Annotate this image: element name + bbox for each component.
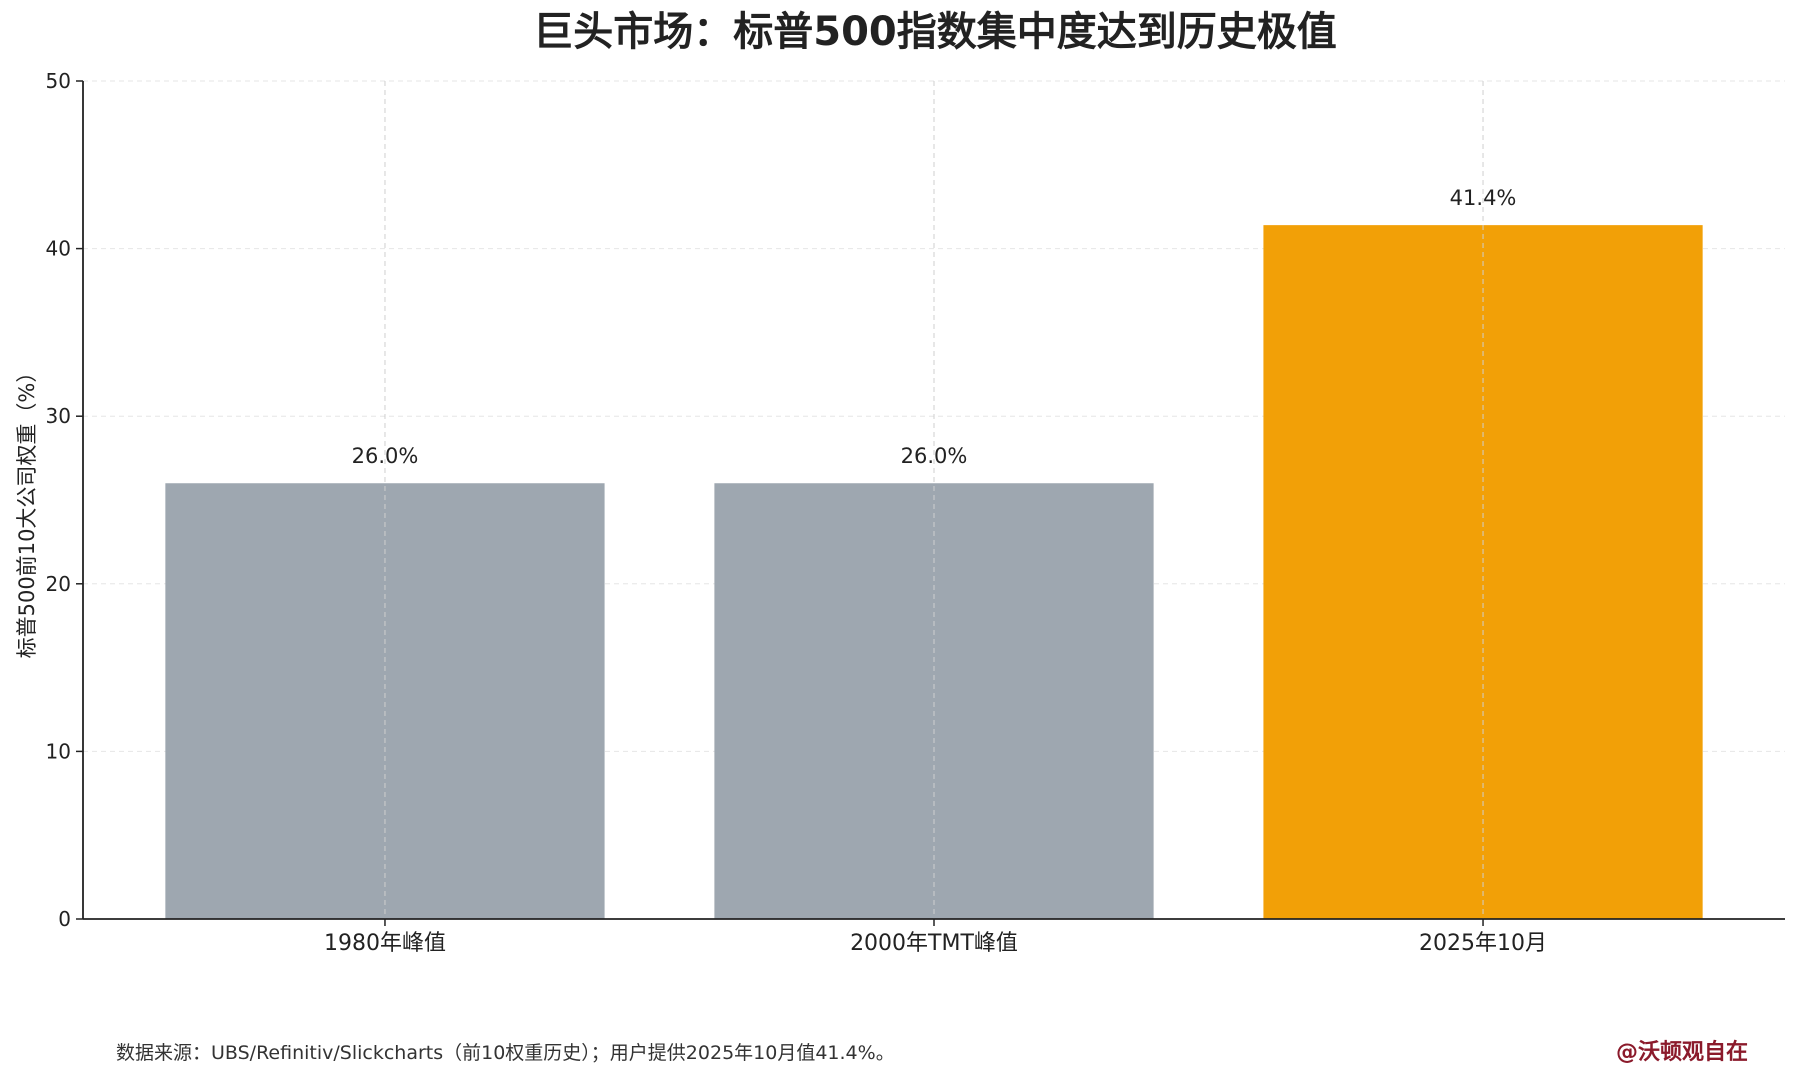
data-label: 41.4%	[1450, 186, 1517, 210]
data-label: 26.0%	[352, 444, 419, 468]
source-note: 数据来源：UBS/Refinitiv/Slickcharts（前10权重历史）；…	[116, 1042, 895, 1064]
bar	[714, 483, 1154, 919]
chart-title: 巨头市场：标普500指数集中度达到历史极值	[533, 9, 1337, 55]
y-tick-label: 20	[46, 572, 71, 596]
y-tick-label: 30	[46, 404, 71, 428]
credit-watermark: @沃顿观自在	[1616, 1039, 1748, 1065]
y-tick-label: 40	[46, 237, 71, 261]
data-labels: 26.0% 26.0% 41.4%	[352, 186, 1517, 468]
y-tick-label: 50	[46, 69, 71, 93]
y-ticks: 0 10 20 30 40 50	[46, 69, 83, 931]
x-ticks: 1980年峰值 2000年TMT峰值 2025年10月	[324, 919, 1547, 956]
x-tick-label: 1980年峰值	[324, 931, 446, 956]
x-tick-label: 2000年TMT峰值	[850, 931, 1018, 956]
y-tick-label: 10	[46, 739, 71, 763]
y-axis-label: 标普500前10大公司权重（%）	[15, 362, 39, 659]
y-tick-label: 0	[58, 907, 71, 931]
x-tick-label: 2025年10月	[1419, 931, 1547, 956]
bar	[165, 483, 605, 919]
vertical-grid-lines	[384, 81, 1484, 919]
data-label: 26.0%	[901, 444, 968, 468]
